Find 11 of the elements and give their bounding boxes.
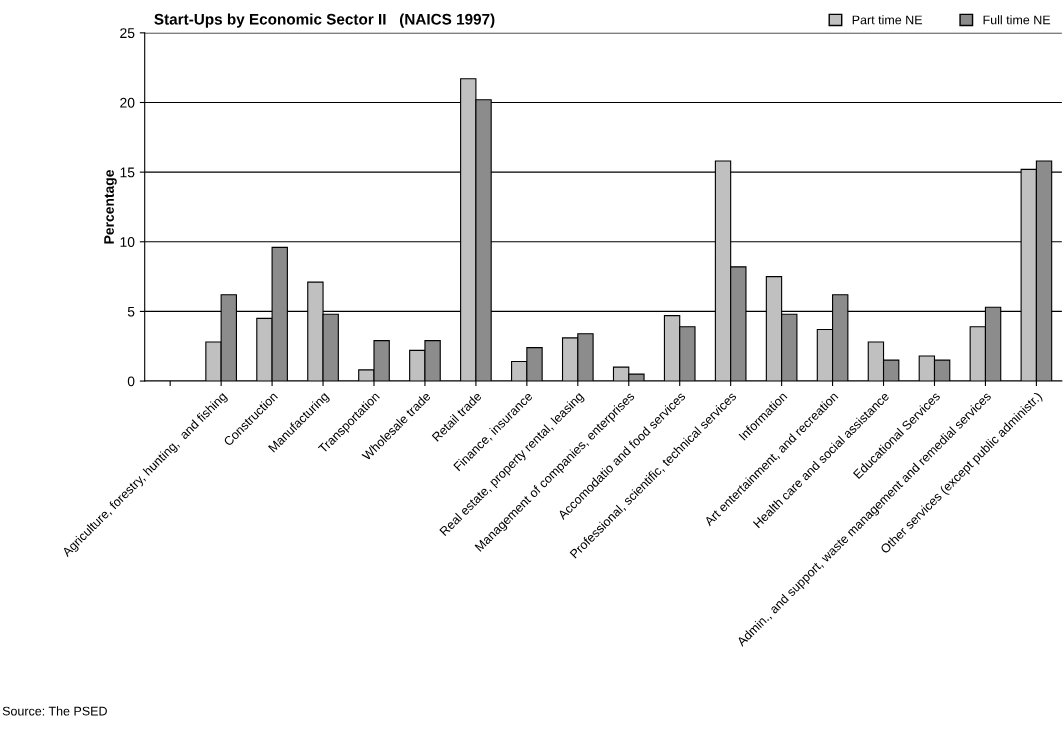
y-tick-label: 0 (127, 376, 135, 387)
chart-title: Start-Ups by Economic Sector II (NAICS 1997) (154, 13, 495, 28)
legend-label: Part time NE (852, 15, 923, 25)
y-axis-title: Percentage (104, 169, 117, 244)
y-tick-label: 10 (120, 237, 135, 247)
legend-label: Full time NE (983, 15, 1051, 25)
y-tick-label: 5 (127, 306, 135, 317)
y-tick-label: 15 (120, 167, 135, 178)
source-note: Source: The PSED (2, 706, 107, 716)
y-tick-label: 20 (120, 97, 135, 108)
y-tick-label: 25 (120, 28, 135, 39)
